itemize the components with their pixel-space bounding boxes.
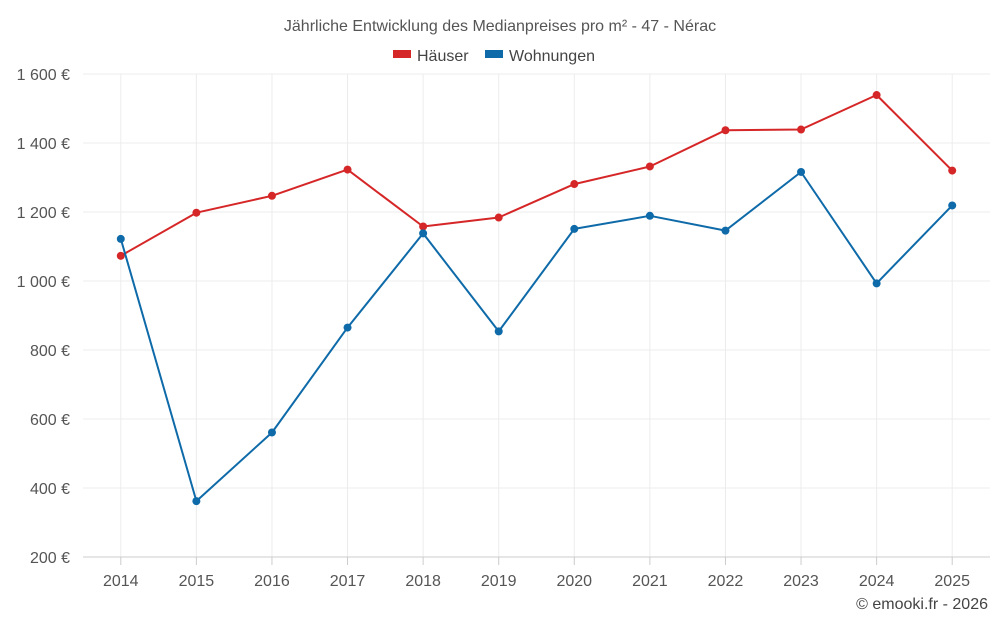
data-point-haeuser-2015[interactable] [192,208,201,217]
x-tick-label: 2023 [783,573,819,590]
chart-title: Jährliche Entwicklung des Medianpreises … [284,18,716,35]
x-tick-label: 2016 [254,573,290,590]
legend-label-wohnungen: Wohnungen [509,48,595,65]
x-tick-label: 2021 [632,573,668,590]
data-point-wohnungen-2021[interactable] [645,211,654,220]
data-point-wohnungen-2025[interactable] [948,201,957,210]
y-tick-label: 1 400 € [17,136,70,153]
data-point-haeuser-2023[interactable] [797,125,806,134]
data-point-wohnungen-2022[interactable] [721,226,730,235]
legend-item-haeuser[interactable]: Häuser [393,48,469,65]
legend: Häuser Wohnungen [393,48,595,65]
y-tick-label: 200 € [30,550,70,567]
x-tick-label: 2019 [481,573,517,590]
data-point-wohnungen-2019[interactable] [494,327,503,336]
data-point-wohnungen-2024[interactable] [872,279,881,288]
data-point-haeuser-2017[interactable] [343,165,352,174]
data-point-haeuser-2025[interactable] [948,166,957,175]
grid [83,73,990,557]
y-tick-label: 1 600 € [17,67,70,84]
data-point-haeuser-2024[interactable] [872,91,881,100]
data-point-haeuser-2020[interactable] [570,180,579,189]
x-tick-label: 2018 [405,573,441,590]
legend-swatch-wohnungen [485,50,503,58]
data-point-wohnungen-2018[interactable] [419,229,428,238]
axes: 200 € 400 € 600 € 800 € 1 000 € 1 200 € 1 400 … [17,67,990,590]
data-point-haeuser-2014[interactable] [116,251,125,260]
x-tick-label: 2024 [859,573,895,590]
y-tick-label: 1 000 € [17,274,70,291]
data-point-haeuser-2022[interactable] [721,126,730,135]
series [116,91,957,506]
data-point-wohnungen-2023[interactable] [797,167,806,176]
series-line-haeuser [120,94,953,257]
data-point-wohnungen-2020[interactable] [570,224,579,233]
data-point-haeuser-2019[interactable] [494,213,503,222]
y-tick-label: 600 € [30,412,70,429]
x-tick-label: 2025 [934,573,970,590]
data-point-wohnungen-2017[interactable] [343,323,352,332]
x-tick-label: 2022 [708,573,744,590]
data-point-haeuser-2021[interactable] [645,162,654,171]
y-tick-label: 1 200 € [17,205,70,222]
y-tick-label: 400 € [30,481,70,498]
data-point-haeuser-2018[interactable] [419,222,428,231]
x-tick-label: 2020 [556,573,592,590]
legend-item-wohnungen[interactable]: Wohnungen [485,48,595,65]
x-tick-label: 2014 [103,573,139,590]
legend-label-haeuser: Häuser [417,48,469,65]
y-tick-label: 800 € [30,343,70,360]
data-point-wohnungen-2014[interactable] [116,234,125,243]
data-point-wohnungen-2016[interactable] [267,428,276,437]
legend-swatch-haeuser [393,50,411,58]
credit-text: © emooki.fr - 2026 [856,596,988,613]
x-tick-label: 2017 [330,573,366,590]
data-point-haeuser-2016[interactable] [267,191,276,200]
data-point-wohnungen-2015[interactable] [192,497,201,506]
x-tick-label: 2015 [179,573,215,590]
series-line-wohnungen [119,171,953,503]
